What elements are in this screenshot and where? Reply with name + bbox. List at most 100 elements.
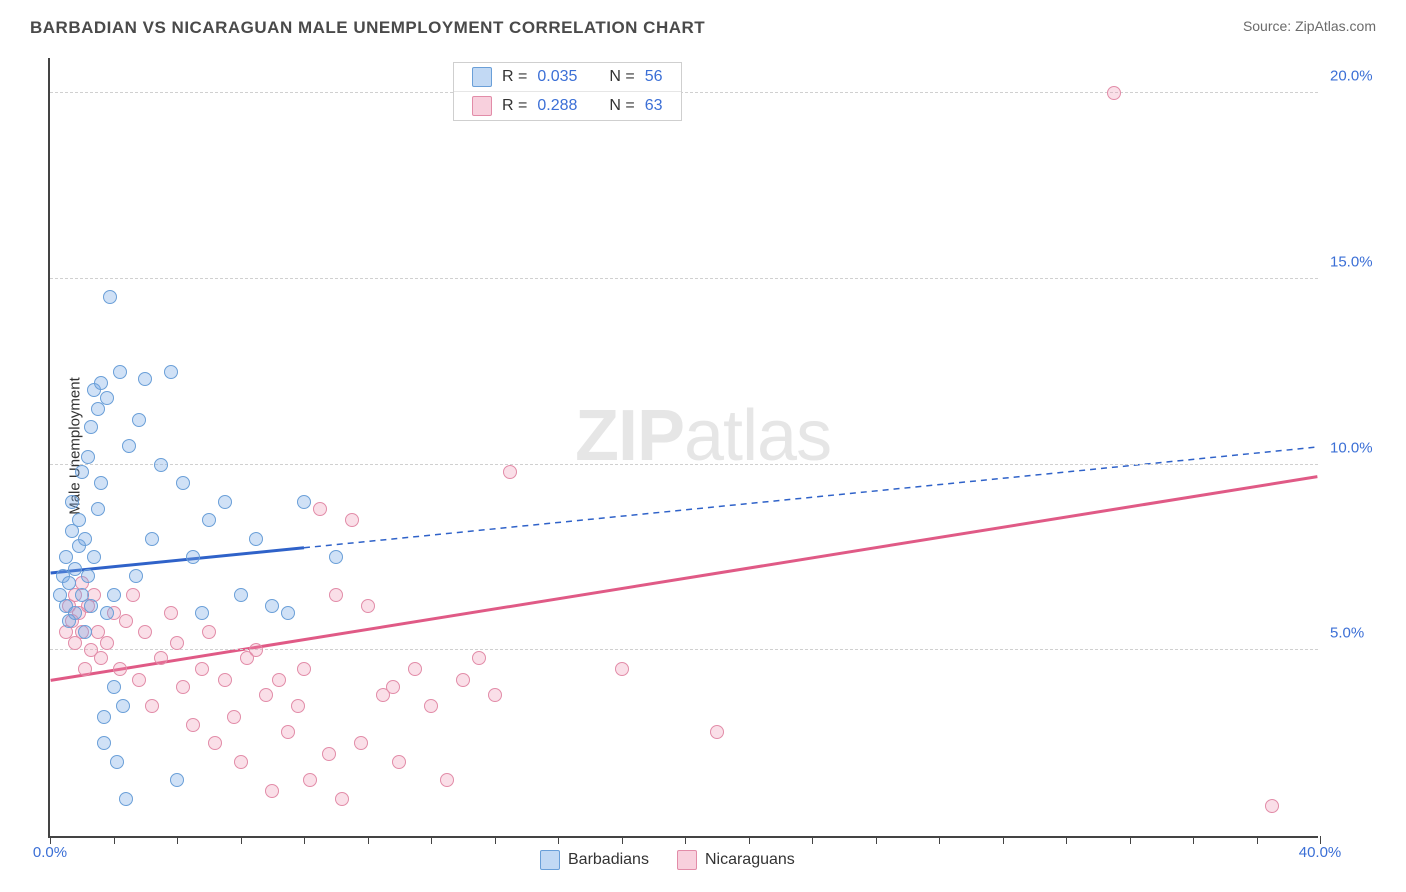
data-point [195,606,209,620]
data-point [154,651,168,665]
data-point [164,606,178,620]
data-point [103,290,117,304]
data-point [202,625,216,639]
data-point [94,651,108,665]
data-point [265,599,279,613]
data-point [208,736,222,750]
data-point [94,376,108,390]
data-point [408,662,422,676]
x-tick [495,836,496,844]
data-point [472,651,486,665]
data-point [72,513,86,527]
r-label: R = [502,97,527,115]
data-point [202,513,216,527]
legend-item-barbadians: Barbadians [540,850,649,870]
data-point [456,673,470,687]
data-point [100,606,114,620]
x-tick [622,836,623,844]
x-tick [1003,836,1004,844]
data-point [87,550,101,564]
x-tick [1130,836,1131,844]
data-point [78,662,92,676]
x-tick [177,836,178,844]
data-point [138,625,152,639]
data-point [488,688,502,702]
source-label: Source: ZipAtlas.com [1243,18,1376,34]
x-tick [368,836,369,844]
swatch-pink-icon [677,850,697,870]
data-point [119,792,133,806]
data-point [170,773,184,787]
data-point [218,673,232,687]
data-point [78,532,92,546]
data-point [297,495,311,509]
data-point [281,606,295,620]
swatch-blue-icon [540,850,560,870]
data-point [1265,799,1279,813]
r-value: 0.288 [537,97,577,115]
x-tick [1320,836,1321,844]
data-point [186,718,200,732]
data-point [75,465,89,479]
data-point [329,588,343,602]
data-point [281,725,295,739]
data-point [68,606,82,620]
chart-title: BARBADIAN VS NICARAGUAN MALE UNEMPLOYMEN… [30,18,705,38]
data-point [94,476,108,490]
data-point [81,569,95,583]
data-point [354,736,368,750]
data-point [91,502,105,516]
data-point [272,673,286,687]
x-tick [685,836,686,844]
data-point [335,792,349,806]
data-point [176,476,190,490]
stats-row-blue: R = 0.035 N = 56 [454,63,681,91]
x-tick [939,836,940,844]
data-point [424,699,438,713]
swatch-blue-icon [472,67,492,87]
data-point [392,755,406,769]
x-tick [304,836,305,844]
data-point [97,736,111,750]
n-label: N = [609,68,634,86]
data-point [129,569,143,583]
data-point [97,710,111,724]
data-point [164,365,178,379]
data-point [297,662,311,676]
legend-label: Barbadians [568,851,649,869]
y-tick-label: 15.0% [1330,253,1373,270]
data-point [234,588,248,602]
data-point [234,755,248,769]
data-point [345,513,359,527]
data-point [100,636,114,650]
legend-item-nicaraguans: Nicaraguans [677,850,795,870]
data-point [249,643,263,657]
data-point [186,550,200,564]
x-tick [1257,836,1258,844]
gridline [50,92,1318,93]
data-point [145,532,159,546]
data-point [132,673,146,687]
data-point [265,784,279,798]
data-point [386,680,400,694]
data-point [218,495,232,509]
gridline [50,464,1318,465]
data-point [107,588,121,602]
data-point [84,420,98,434]
data-point [65,495,79,509]
data-point [145,699,159,713]
x-tick [876,836,877,844]
r-value: 0.035 [537,68,577,86]
gridline [50,278,1318,279]
n-label: N = [609,97,634,115]
data-point [62,576,76,590]
n-value: 63 [645,97,663,115]
data-point [1107,86,1121,100]
data-point [329,550,343,564]
gridline [50,649,1318,650]
data-point [361,599,375,613]
x-tick [1066,836,1067,844]
n-value: 56 [645,68,663,86]
data-point [78,625,92,639]
data-point [107,680,121,694]
